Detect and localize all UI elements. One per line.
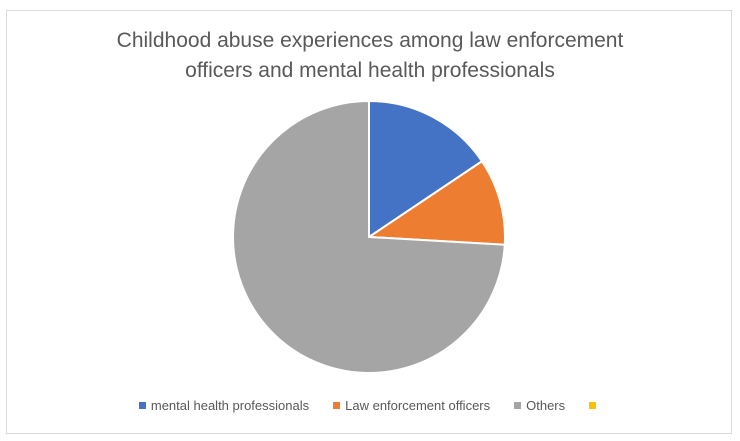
pie-slice-mental-health-professionals	[368, 100, 483, 238]
legend-item-others: Others	[514, 398, 565, 413]
legend-label: mental health professionals	[150, 398, 310, 413]
chart-legend: mental health professionals Law enforcem…	[0, 398, 740, 413]
legend-swatch	[514, 402, 522, 409]
chart-title: Childhood abuse experiences among law en…	[0, 26, 740, 86]
legend-label: Law enforcement officers	[345, 398, 491, 413]
legend-swatch	[589, 402, 597, 409]
legend-item-law-enforcement-officers: Law enforcement officers	[333, 398, 490, 413]
legend-item-unnamed	[589, 402, 601, 409]
chart-title-line-2: officers and mental health professionals	[185, 59, 555, 82]
legend-swatch	[333, 402, 341, 409]
legend-label: Others	[526, 398, 566, 413]
pie-slice-others	[232, 100, 506, 374]
legend-swatch	[138, 402, 146, 409]
pie-slice-law-enforcement-officers	[368, 160, 506, 246]
legend-item-mental-health-professionals: mental health professionals	[138, 398, 310, 413]
chart-title-line-1: Childhood abuse experiences among law en…	[116, 29, 624, 52]
